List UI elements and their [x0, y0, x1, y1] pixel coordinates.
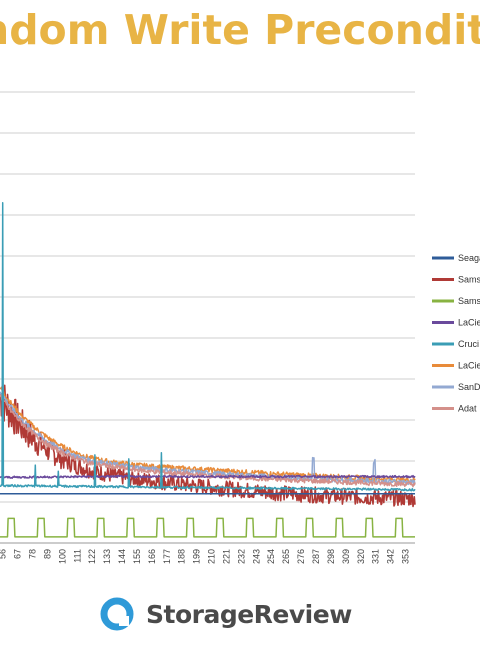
x-tick-label: 133	[102, 549, 112, 564]
series-line-sand-6	[0, 391, 416, 486]
x-tick-label: 287	[311, 549, 321, 564]
x-tick-label: 353	[401, 549, 411, 564]
x-tick-label: 111	[72, 549, 82, 563]
legend-entry-label: Adat	[458, 404, 477, 414]
series-line-cruci-4	[0, 201, 416, 492]
legend-entry-label: Sams	[458, 296, 480, 306]
legend-entry-label: LaCie	[458, 361, 480, 371]
x-tick-label: 188	[177, 549, 187, 564]
legend-entry-label: SanD	[458, 382, 480, 392]
x-tick-label: 331	[371, 549, 381, 564]
x-tick-label: 155	[132, 549, 142, 564]
storagereview-logo[interactable]: StorageReview	[100, 590, 352, 638]
x-tick-label: 166	[147, 549, 157, 564]
series-line-lacie-5	[0, 386, 416, 483]
x-tick-label: 276	[296, 549, 306, 564]
x-tick-label: 232	[236, 549, 246, 564]
legend-entry-label: LaCie	[458, 318, 480, 328]
x-tick-label: 67	[13, 549, 23, 559]
x-tick-label: 221	[221, 549, 231, 564]
x-tick-label: 298	[326, 549, 336, 564]
x-tick-label: 100	[57, 549, 67, 564]
legend-entry-label: Sams	[458, 275, 480, 285]
x-tick-label: 199	[192, 549, 202, 564]
storagereview-logo-icon	[100, 597, 134, 631]
x-tick-label: 309	[341, 549, 351, 564]
x-tick-label: 210	[207, 549, 217, 564]
legend-entry-label: Cruci	[458, 339, 479, 349]
x-tick-label: 89	[42, 549, 52, 559]
legend-entry-label: Seaga	[458, 253, 480, 263]
x-tick-label: 78	[28, 549, 38, 559]
chart-title: ndom Write Precondit	[0, 6, 480, 54]
x-tick-label: 265	[281, 549, 291, 564]
x-tick-label: 243	[251, 549, 261, 564]
x-tick-label: 342	[386, 549, 396, 564]
x-tick-label: 56	[0, 549, 8, 559]
x-tick-label: 254	[266, 549, 276, 564]
brand-name: StorageReview	[146, 599, 352, 629]
x-tick-label: 144	[117, 549, 127, 564]
x-tick-label: 320	[356, 549, 366, 564]
series-line-lacie-3	[0, 474, 416, 479]
x-tick-label: 177	[162, 549, 172, 564]
x-tick-label: 122	[87, 549, 97, 564]
series-line-sams-2	[0, 517, 416, 538]
